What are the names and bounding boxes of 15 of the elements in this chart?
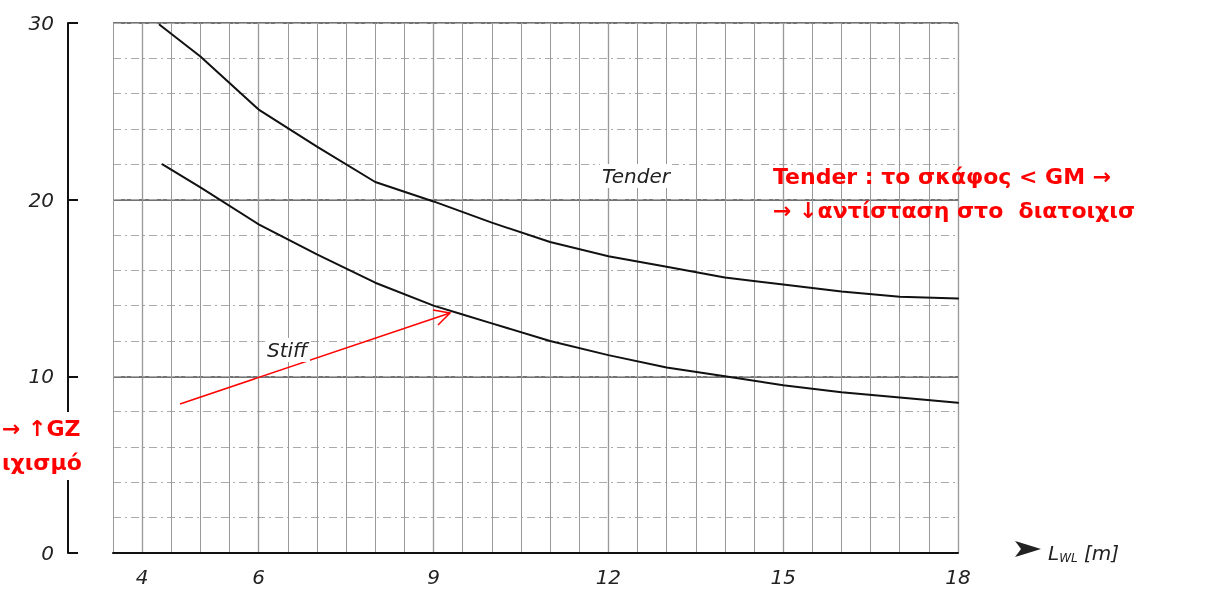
y-tick-label: 10 — [28, 364, 54, 389]
y-tick-label: 0 — [41, 541, 54, 565]
x-axis-title: LWL [m] — [1048, 541, 1120, 565]
x-tick-label: 18 — [945, 565, 971, 589]
annotation: Tender : το σκάφος < GM → → ↓αντίσταση στο διατοιχισ — [773, 163, 1136, 225]
x-tick-label: 6 — [252, 565, 266, 589]
annotation: Tender — [600, 164, 672, 188]
y-tick-label: 20 — [28, 187, 54, 212]
x-tick-label: 9 — [427, 565, 440, 589]
x-tick-label: 15 — [770, 565, 796, 589]
x-tick-label: 4 — [135, 565, 149, 589]
text: → ↑GZ ιχισμό — [2, 412, 82, 480]
x-tick-label: 12 — [595, 565, 622, 589]
y-tick-label: 30 — [28, 11, 54, 35]
annotation: Stiff — [265, 338, 310, 362]
